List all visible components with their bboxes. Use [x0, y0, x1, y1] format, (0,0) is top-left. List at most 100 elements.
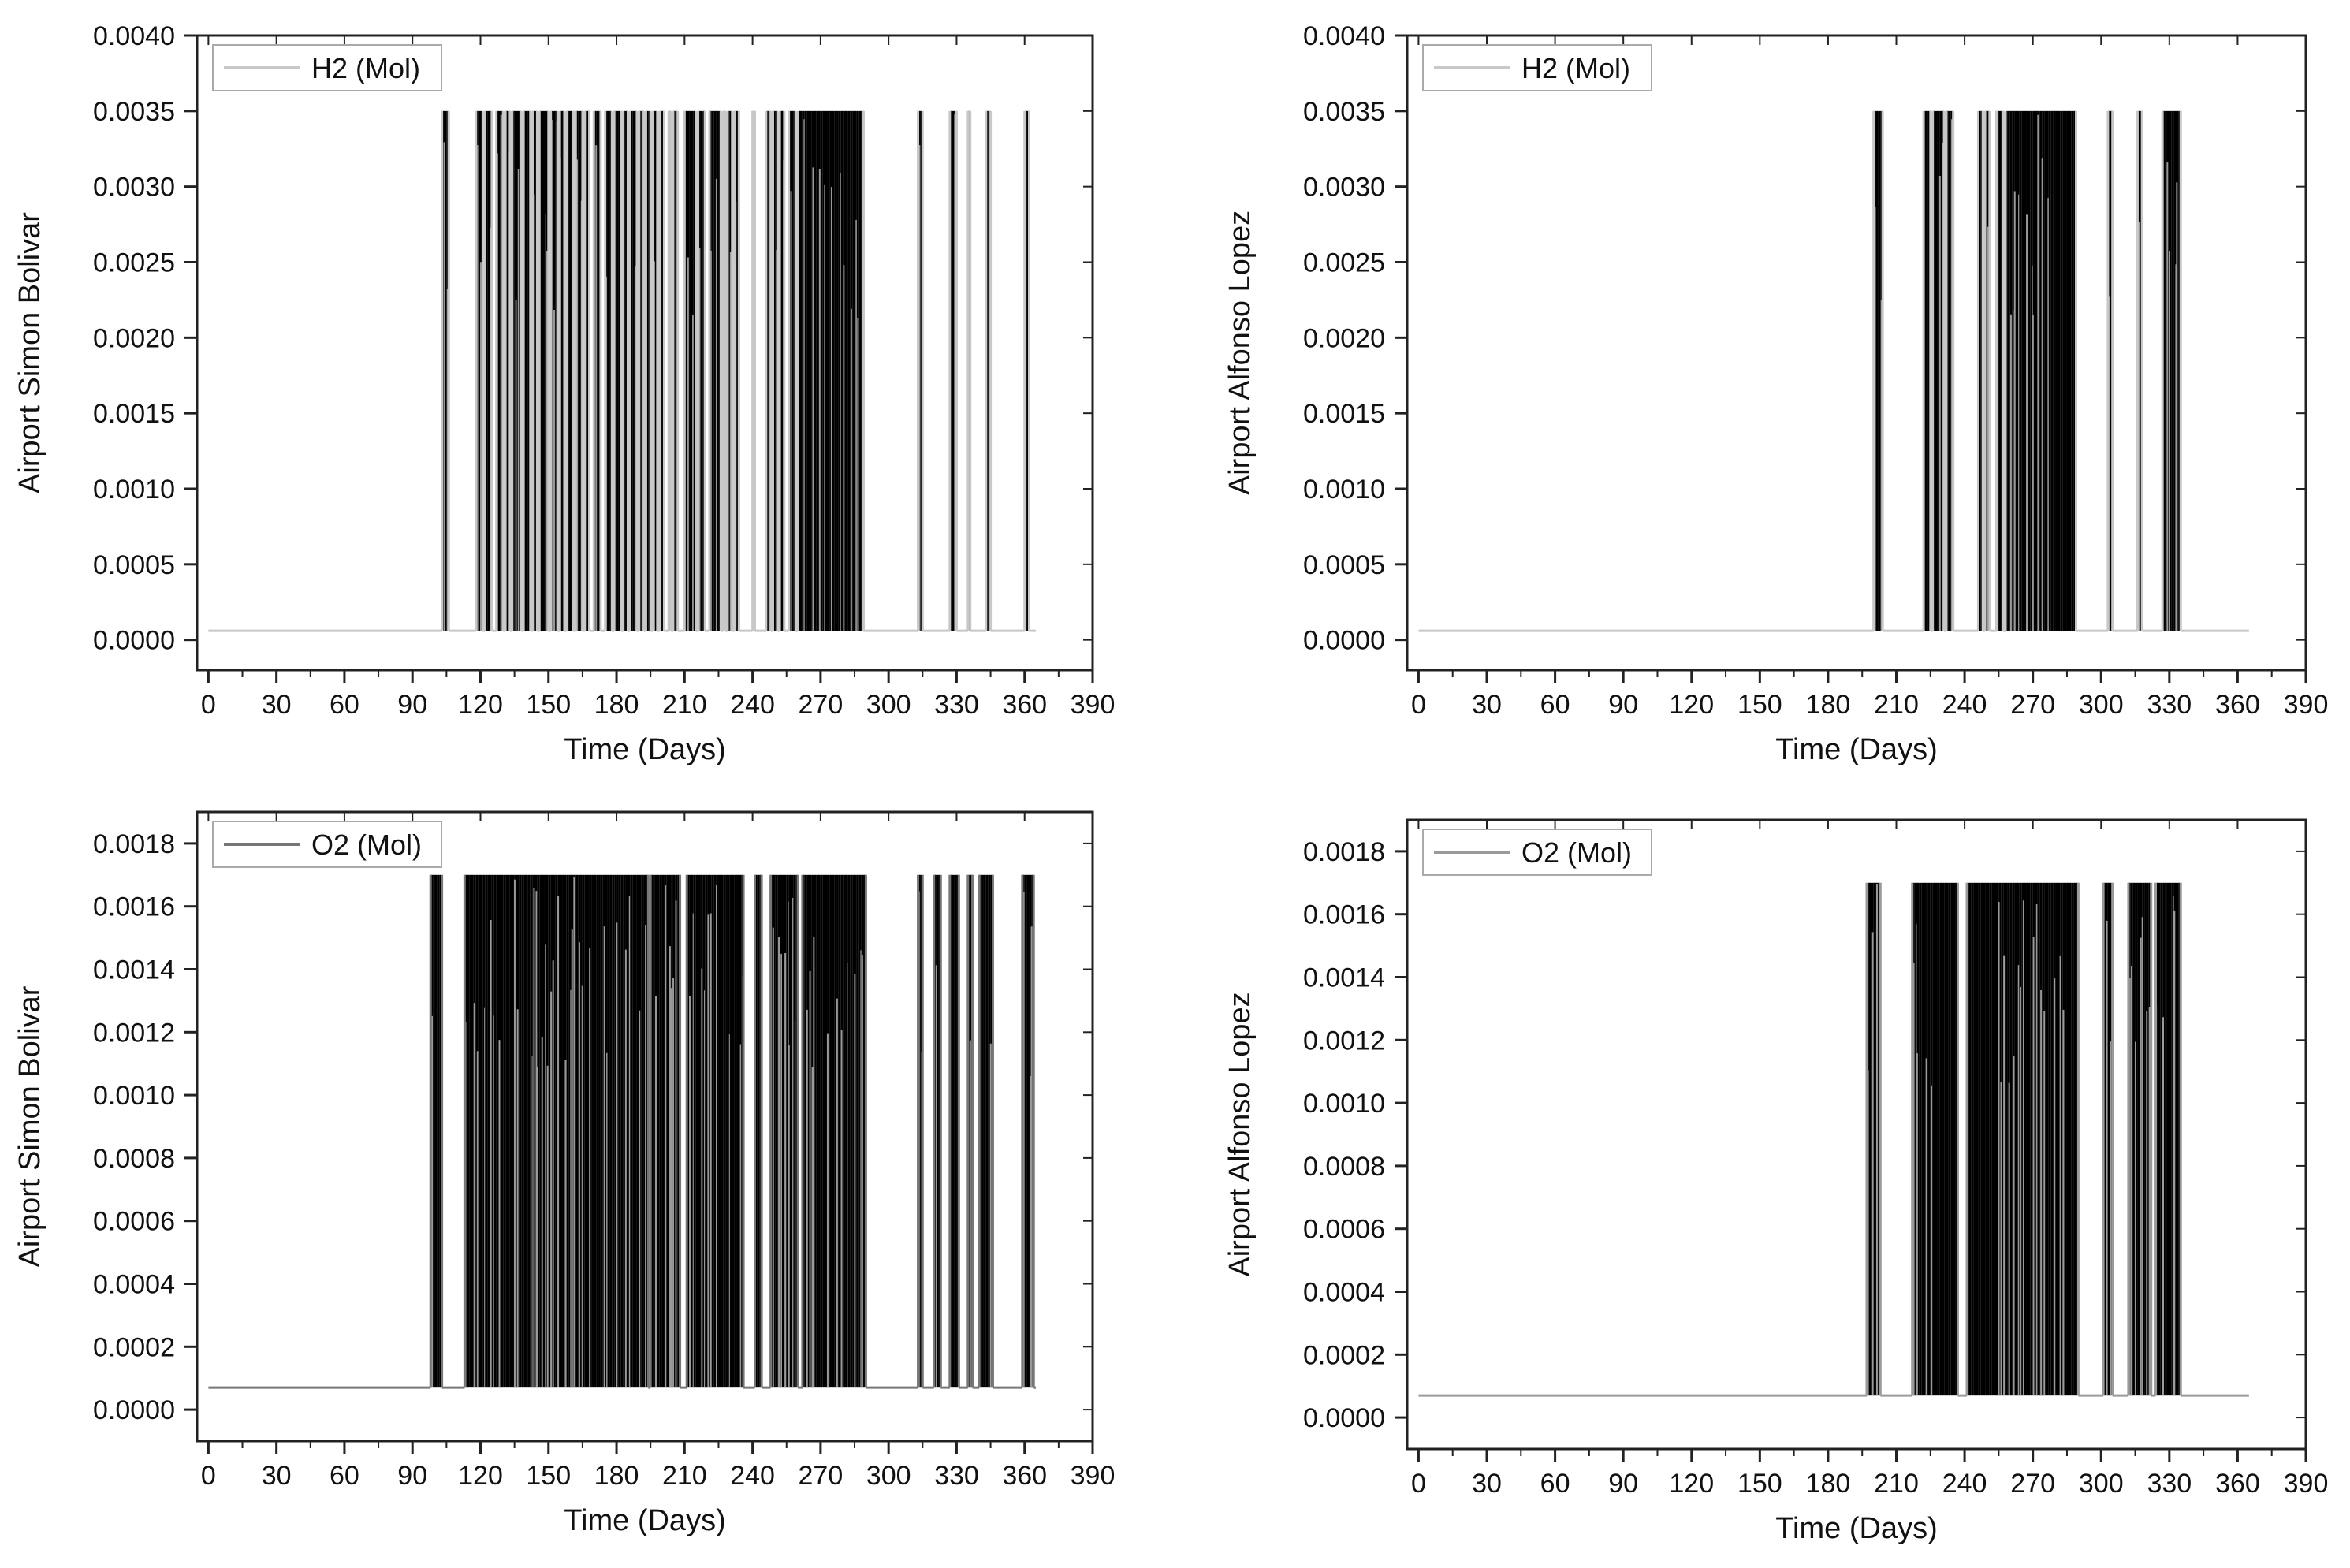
series-active-day [2044, 882, 2046, 1396]
x-tick-label: 390 [1071, 690, 1115, 720]
x-tick-label: 360 [2215, 690, 2260, 720]
series-active-day [523, 874, 527, 1388]
series-active-day [635, 874, 637, 1388]
series-active-day [478, 874, 481, 1388]
series-active-day [542, 110, 545, 631]
series-active-day [575, 874, 579, 1388]
series-active-day [773, 874, 776, 1388]
series-active-day [478, 110, 481, 631]
y-axis-label: Airport Simon Bolivar [13, 212, 47, 493]
series-active-day [2062, 110, 2065, 631]
series-active-day [856, 874, 859, 1388]
series-active-day [568, 874, 572, 1388]
series-active-day [850, 110, 853, 631]
series-active-day [827, 110, 830, 631]
x-axis-label: Time (Days) [564, 1504, 725, 1537]
series-active-day [498, 110, 501, 631]
series-active-day [526, 874, 528, 1388]
x-tick-label: 240 [730, 690, 775, 720]
series-active-day [2171, 110, 2174, 631]
x-tick-label: 240 [1942, 1469, 1987, 1499]
series-active-day [822, 110, 825, 631]
y-tick-label: 0.0035 [1303, 97, 1385, 127]
x-tick-label: 120 [458, 690, 503, 720]
series-active-day [981, 874, 984, 1388]
x-tick-label: 300 [866, 1461, 911, 1491]
x-tick-label: 210 [662, 1461, 707, 1491]
x-tick-label: 390 [1071, 1461, 1115, 1491]
x-tick-label: 0 [1411, 1469, 1426, 1499]
x-tick-label: 300 [2079, 1469, 2124, 1499]
series-active-day [2055, 882, 2058, 1396]
series-active-day [2069, 110, 2072, 631]
series-active-day [1937, 882, 1940, 1396]
series-active-day [723, 874, 726, 1388]
series-active-day [806, 110, 810, 631]
series-active-day [1948, 882, 1951, 1396]
y-tick-label: 0.0030 [93, 173, 175, 203]
series-active-day [2160, 882, 2163, 1396]
series-active-day [467, 874, 470, 1388]
series-active-day [1978, 882, 1981, 1396]
series-active-day [2026, 882, 2028, 1396]
x-axis-label: Time (Days) [564, 733, 725, 766]
series-active-day [2050, 110, 2054, 631]
x-tick-label: 90 [397, 690, 427, 720]
series-active-day [659, 874, 662, 1388]
x-tick-label: 60 [1540, 690, 1570, 720]
plot-frame [196, 810, 1094, 1443]
series-active-day [487, 110, 490, 631]
series-active-day [2017, 110, 2020, 631]
series-active-day [2046, 882, 2049, 1396]
series-active-day [2007, 110, 2010, 631]
series-active-day [804, 874, 807, 1388]
series-active-day [725, 874, 728, 1388]
x-axis-label: Time (Days) [1775, 733, 1937, 766]
series-active-day [1927, 882, 1931, 1396]
series-active-day [718, 874, 721, 1388]
series-active-day [802, 110, 805, 631]
series-active-day [2042, 882, 2045, 1396]
series-active-day [1987, 882, 1990, 1396]
series-active-day [816, 874, 819, 1388]
x-tick-label: 30 [1472, 690, 1502, 720]
series-active-day [607, 110, 610, 631]
series-active-day [838, 874, 841, 1388]
series-active-day [480, 874, 483, 1388]
series-active-day [614, 874, 617, 1388]
series-active-day [609, 874, 613, 1388]
series-active-day [2073, 882, 2076, 1396]
y-tick-label: 0.0018 [93, 829, 175, 859]
series-active-day [434, 874, 438, 1388]
y-tick-label: 0.0035 [93, 97, 175, 127]
series-active-day [2065, 882, 2067, 1396]
series-active-day [636, 874, 639, 1388]
series-active-day [537, 874, 540, 1388]
series-active-day [444, 110, 447, 631]
series-active-day [2135, 882, 2138, 1396]
x-tick-label: 360 [1002, 1461, 1047, 1491]
series-active-day [757, 874, 760, 1388]
series-active-day [519, 874, 522, 1388]
series-active-day [2173, 110, 2177, 631]
series-active-day [2001, 882, 2004, 1396]
series-active-day [806, 874, 810, 1388]
y-axis-label: Airport Simon Bolivar [13, 985, 47, 1267]
series-active-day [1953, 882, 1956, 1396]
series-active-day [952, 874, 955, 1388]
series-active-day [834, 874, 837, 1388]
chart-panel-top-left: 0 30 60 90 120 150 180 210 240 270 300 330 360 390 0.0… [13, 21, 1115, 766]
series-active-day [578, 110, 581, 631]
series-active-day [840, 110, 844, 631]
series-active-day [512, 874, 515, 1388]
y-tick-label: 0.0002 [93, 1332, 175, 1362]
series-active-day [2019, 110, 2022, 631]
y-tick-label: 0.0006 [1303, 1215, 1385, 1245]
x-tick-label: 30 [1472, 1469, 1502, 1499]
y-tick-label: 0.0016 [1303, 900, 1385, 930]
y-tick-label: 0.0025 [93, 248, 175, 278]
series-active-day [814, 874, 817, 1388]
series-active-day [800, 110, 803, 631]
series-active-day [1944, 882, 1946, 1396]
series-active-day [526, 110, 528, 631]
